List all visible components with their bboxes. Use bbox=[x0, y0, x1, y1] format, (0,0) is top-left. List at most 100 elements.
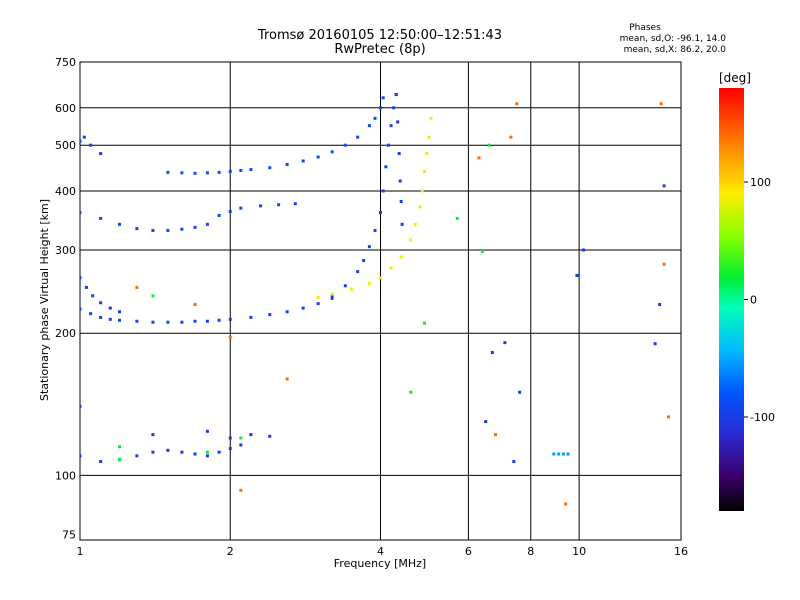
colorbar-tick-label: -100 bbox=[750, 411, 775, 424]
colorbar-tick-label: 0 bbox=[750, 294, 757, 307]
data-point bbox=[228, 317, 232, 321]
data-point bbox=[552, 452, 556, 456]
data-point bbox=[166, 170, 170, 174]
data-point bbox=[268, 166, 272, 170]
y-tick-label: 500 bbox=[55, 139, 76, 152]
data-point bbox=[480, 249, 484, 253]
data-point bbox=[389, 266, 393, 270]
data-point bbox=[135, 227, 139, 231]
x-axis-label: Frequency [MHz] bbox=[334, 557, 426, 570]
data-point bbox=[581, 248, 585, 252]
data-point bbox=[413, 222, 417, 226]
x-tick-label: 6 bbox=[465, 545, 472, 558]
data-point bbox=[397, 152, 401, 156]
data-point bbox=[193, 452, 197, 456]
data-point bbox=[575, 273, 579, 277]
data-point bbox=[381, 96, 385, 100]
data-point bbox=[239, 443, 243, 447]
data-point bbox=[356, 135, 360, 139]
y-tick-label: 400 bbox=[55, 185, 76, 198]
data-point bbox=[228, 209, 232, 213]
data-point bbox=[228, 436, 232, 440]
data-point bbox=[277, 203, 281, 207]
stats-heading: Phases bbox=[629, 23, 661, 33]
data-point bbox=[316, 155, 320, 159]
data-point bbox=[285, 310, 289, 314]
colorbar-unit-label: [deg] bbox=[719, 71, 751, 85]
data-point bbox=[89, 312, 93, 316]
data-point bbox=[662, 262, 666, 266]
data-point bbox=[217, 213, 221, 217]
data-point bbox=[379, 106, 382, 110]
data-point bbox=[422, 169, 426, 173]
data-point bbox=[239, 488, 243, 492]
data-point bbox=[217, 170, 221, 174]
data-point bbox=[518, 390, 522, 394]
data-point bbox=[180, 227, 184, 231]
data-point bbox=[429, 116, 433, 120]
data-point bbox=[301, 159, 305, 163]
data-point bbox=[217, 318, 221, 322]
data-point bbox=[301, 306, 305, 310]
data-point bbox=[205, 319, 209, 323]
data-point bbox=[118, 458, 122, 462]
chart-title: Tromsø 20160105 12:50:00–12:51:43 bbox=[257, 28, 502, 43]
data-point bbox=[350, 287, 354, 291]
data-point bbox=[409, 238, 413, 242]
data-point bbox=[180, 450, 184, 454]
y-tick-label: 100 bbox=[55, 469, 76, 482]
data-point bbox=[228, 335, 232, 339]
data-point bbox=[285, 163, 289, 167]
data-point bbox=[420, 189, 424, 193]
data-point bbox=[503, 341, 507, 345]
data-point bbox=[658, 303, 662, 307]
data-point bbox=[166, 228, 170, 232]
data-point bbox=[228, 447, 232, 451]
data-point bbox=[400, 222, 404, 226]
data-point bbox=[418, 205, 422, 209]
data-point bbox=[84, 285, 88, 289]
data-point bbox=[99, 460, 103, 464]
data-point bbox=[389, 124, 393, 128]
data-point bbox=[151, 228, 155, 232]
colorbar bbox=[719, 88, 744, 511]
y-tick-label: 300 bbox=[55, 244, 76, 257]
data-point bbox=[381, 189, 385, 193]
data-point bbox=[330, 150, 334, 154]
data-point bbox=[343, 143, 347, 147]
data-point bbox=[205, 454, 209, 458]
data-point bbox=[316, 296, 320, 300]
data-point bbox=[193, 225, 197, 229]
data-point bbox=[99, 315, 103, 319]
data-point bbox=[316, 302, 320, 306]
data-point bbox=[398, 179, 402, 183]
data-point bbox=[367, 281, 371, 285]
data-point bbox=[427, 135, 431, 139]
data-point bbox=[268, 434, 272, 438]
data-point bbox=[373, 228, 377, 232]
data-point bbox=[239, 206, 243, 210]
data-point bbox=[425, 152, 429, 156]
data-point bbox=[384, 165, 388, 169]
data-point bbox=[343, 284, 347, 288]
data-point bbox=[293, 202, 297, 206]
data-point bbox=[228, 169, 232, 173]
y-tick-label: 750 bbox=[55, 56, 76, 69]
data-point bbox=[151, 433, 155, 437]
data-point bbox=[239, 436, 243, 440]
data-point bbox=[367, 245, 371, 249]
data-point bbox=[422, 321, 426, 325]
x-tick-label: 10 bbox=[572, 545, 586, 558]
grid-layer bbox=[80, 62, 681, 540]
data-point bbox=[249, 168, 253, 172]
data-point bbox=[653, 342, 657, 346]
data-point bbox=[205, 429, 209, 433]
data-point bbox=[399, 200, 403, 204]
data-point bbox=[362, 259, 366, 263]
data-point bbox=[249, 433, 253, 437]
data-point bbox=[367, 124, 371, 128]
x-tick-label: 2 bbox=[227, 545, 234, 558]
data-point bbox=[259, 204, 263, 208]
data-point bbox=[118, 222, 122, 226]
